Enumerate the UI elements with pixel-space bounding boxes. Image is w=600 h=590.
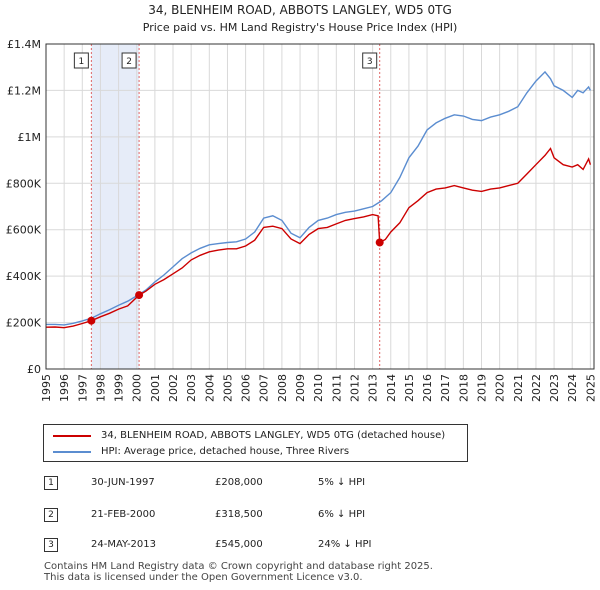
x-tick-label: 2024: [566, 374, 579, 402]
x-tick-label: 1996: [58, 374, 71, 402]
legend-label-property: 34, BLENHEIM ROAD, ABBOTS LANGLEY, WD5 0…: [101, 430, 446, 441]
chart-title: 34, BLENHEIM ROAD, ABBOTS LANGLEY, WD5 0…: [148, 3, 452, 17]
x-tick-label: 2005: [221, 374, 234, 402]
sale-label-box: [121, 52, 137, 69]
sale-date: 21-FEB-2000: [91, 509, 156, 520]
x-tick-label: 2012: [348, 374, 361, 402]
sale-label-number: 1: [78, 57, 84, 67]
sale-point: [135, 291, 144, 300]
sale-hpi-diff: 6% ↓ HPI: [318, 509, 366, 520]
legend-label-hpi: HPI: Average price, detached house, Thre…: [101, 446, 350, 457]
sale-point: [87, 316, 96, 325]
sale-price: £208,000: [215, 477, 263, 488]
x-tick-label: 2009: [294, 374, 307, 402]
sale-hpi-diff: 5% ↓ HPI: [318, 477, 366, 488]
y-tick-label: £600K: [6, 224, 42, 237]
ownership-shading: [91, 44, 140, 369]
x-tick-label: 2017: [439, 374, 452, 402]
x-tick-label: 2021: [512, 374, 525, 402]
x-tick-label: 2025: [584, 374, 597, 402]
x-tick-label: 1998: [94, 374, 107, 402]
x-tick-label: 2004: [203, 374, 216, 402]
x-tick-label: 2010: [312, 374, 325, 402]
y-tick-label: £200K: [6, 317, 42, 330]
legend: 34, BLENHEIM ROAD, ABBOTS LANGLEY, WD5 0…: [43, 424, 468, 462]
x-tick-label: 2001: [149, 374, 162, 402]
sale-label-number: 2: [126, 57, 132, 67]
x-tick-label: 2023: [548, 374, 561, 402]
sale-date: 30-JUN-1997: [91, 477, 155, 488]
x-tick-label: 2002: [167, 374, 180, 402]
legend-item-hpi: HPI: Average price, detached house, Thre…: [44, 444, 349, 460]
legend-item-property: 34, BLENHEIM ROAD, ABBOTS LANGLEY, WD5 0…: [44, 428, 445, 444]
x-tick-label: 2003: [185, 374, 198, 402]
y-tick-label: £400K: [6, 270, 42, 283]
y-tick-label: £1.2M: [7, 84, 41, 97]
sale-label-box: [362, 52, 378, 69]
x-tick-label: 2022: [530, 374, 543, 402]
sale-label-box: [73, 52, 89, 69]
sale-date: 24-MAY-2013: [91, 539, 157, 550]
sale-point: [375, 238, 384, 247]
sale-price: £318,500: [215, 509, 263, 520]
y-tick-label: £0: [27, 363, 41, 376]
sale-number: 2: [44, 508, 58, 522]
x-tick-label: 2011: [330, 374, 343, 402]
x-tick-label: 2018: [457, 374, 470, 402]
x-tick-label: 1995: [40, 374, 53, 402]
sale-price: £545,000: [215, 539, 263, 550]
sale-hpi-diff: 24% ↓ HPI: [318, 539, 372, 550]
sale-number: 3: [44, 538, 58, 552]
x-tick-label: 2020: [494, 374, 507, 402]
y-tick-label: £1M: [18, 131, 42, 144]
x-tick-label: 2007: [258, 374, 271, 402]
sale-number: 1: [44, 476, 58, 490]
legend-swatch-hpi: [53, 451, 91, 453]
x-tick-label: 1999: [113, 374, 126, 402]
x-tick-label: 2014: [385, 374, 398, 402]
sale-label-number: 3: [367, 57, 373, 67]
footer-line-copyright: Contains HM Land Registry data © Crown c…: [44, 561, 433, 572]
legend-swatch-property: [53, 435, 91, 437]
x-tick-label: 2019: [475, 374, 488, 402]
x-tick-label: 2016: [421, 374, 434, 402]
x-tick-label: 2000: [131, 374, 144, 402]
chart-subtitle: Price paid vs. HM Land Registry's House …: [143, 21, 458, 34]
footer-line-licence: This data is licensed under the Open Gov…: [44, 572, 363, 583]
x-tick-label: 2013: [367, 374, 380, 402]
x-tick-label: 2008: [276, 374, 289, 402]
property-price-line: [45, 147, 592, 329]
price-chart: 34, BLENHEIM ROAD, ABBOTS LANGLEY, WD5 0…: [6, 3, 598, 402]
x-tick-label: 2006: [240, 374, 253, 402]
y-tick-label: £800K: [6, 177, 42, 190]
x-tick-label: 2015: [403, 374, 416, 402]
plot-frame: [45, 43, 595, 370]
footer-attribution: Contains HM Land Registry data © Crown c…: [44, 561, 433, 583]
x-tick-label: 1997: [76, 374, 89, 402]
y-tick-label: £1.4M: [7, 38, 41, 51]
